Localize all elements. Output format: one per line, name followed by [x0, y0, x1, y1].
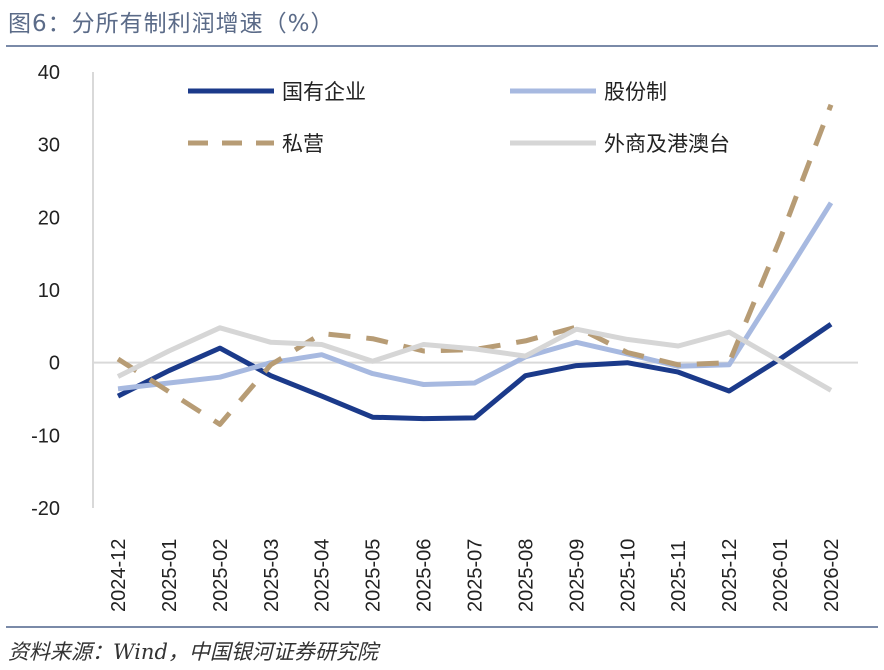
series-line-1	[117, 201, 834, 392]
chart-title: 图6：分所有制利润增速（%）	[8, 11, 335, 37]
x-tick-label: 2025-05	[363, 539, 385, 612]
legend-label-3: 外商及港澳台	[604, 132, 730, 156]
y-tick-label: 40	[38, 62, 60, 84]
legend-label-0: 国有企业	[282, 80, 366, 104]
line-chart: 40 30 20 10 0 -10 -20 2024-12 2025-01 2025-02 2025…	[31, 62, 858, 612]
y-tick-label: 0	[49, 353, 60, 375]
title-rule	[6, 45, 878, 47]
y-tick-label: 30	[38, 135, 60, 157]
x-tick-label: 2025-10	[617, 539, 639, 612]
x-tick-label: 2025-12	[719, 539, 741, 612]
series-line-3	[116, 325, 833, 393]
x-tick-label: 2025-06	[414, 539, 436, 612]
x-tick-label: 2025-04	[312, 539, 334, 612]
x-tick-label: 2025-07	[465, 539, 487, 612]
series-line-2	[116, 103, 834, 427]
legend-label-2: 私营	[282, 132, 324, 156]
source-note: 资料来源：Wind，中国银河证券研究院	[8, 640, 378, 664]
x-tick-label: 2025-01	[159, 539, 181, 612]
x-tick-label: 2025-02	[210, 539, 232, 612]
x-tick-label: 2025-03	[261, 539, 283, 612]
x-tick-label: 2025-08	[515, 539, 537, 612]
legend-label-1: 股份制	[604, 80, 667, 104]
x-tick-label: 2025-11	[668, 540, 690, 612]
x-tick-label: 2026-02	[821, 539, 843, 612]
x-tick-label: 2024-12	[108, 539, 130, 612]
y-tick-label: 10	[38, 280, 60, 302]
source-rule	[6, 626, 878, 628]
y-tick-label: -10	[31, 425, 60, 447]
y-tick-label: -20	[31, 498, 60, 520]
series-line-0	[116, 322, 833, 422]
y-tick-label: 20	[38, 207, 60, 229]
x-tick-label: 2026-01	[770, 539, 792, 612]
series-layer	[116, 103, 834, 427]
x-tick-label: 2025-09	[566, 539, 588, 612]
